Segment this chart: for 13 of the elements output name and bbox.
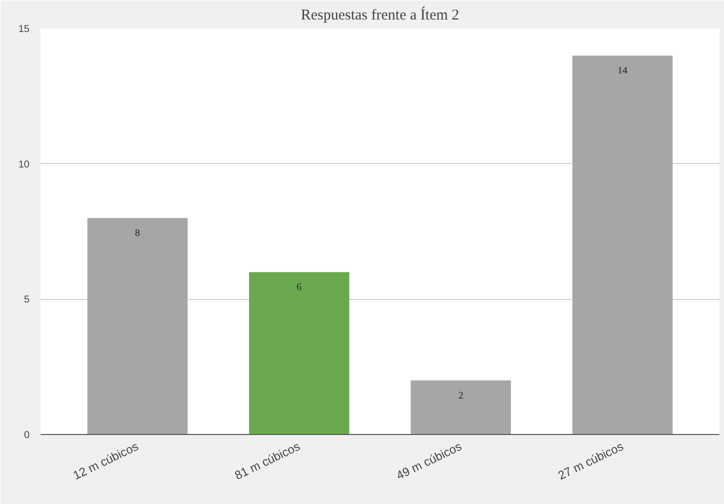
data-label: 6	[296, 282, 302, 294]
bar	[572, 56, 673, 434]
data-label: 14	[618, 66, 628, 77]
y-tick-label: 5	[24, 294, 30, 306]
bar	[249, 272, 350, 434]
chart-title: Respuestas frente a Ítem 2	[300, 6, 460, 24]
y-tick-label: 0	[24, 430, 30, 441]
y-tick-label: 10	[18, 159, 30, 170]
bar	[410, 380, 511, 434]
bar	[87, 218, 188, 434]
data-label: 8	[135, 228, 140, 239]
data-label: 2	[458, 390, 464, 402]
y-tick-label: 15	[18, 24, 30, 35]
